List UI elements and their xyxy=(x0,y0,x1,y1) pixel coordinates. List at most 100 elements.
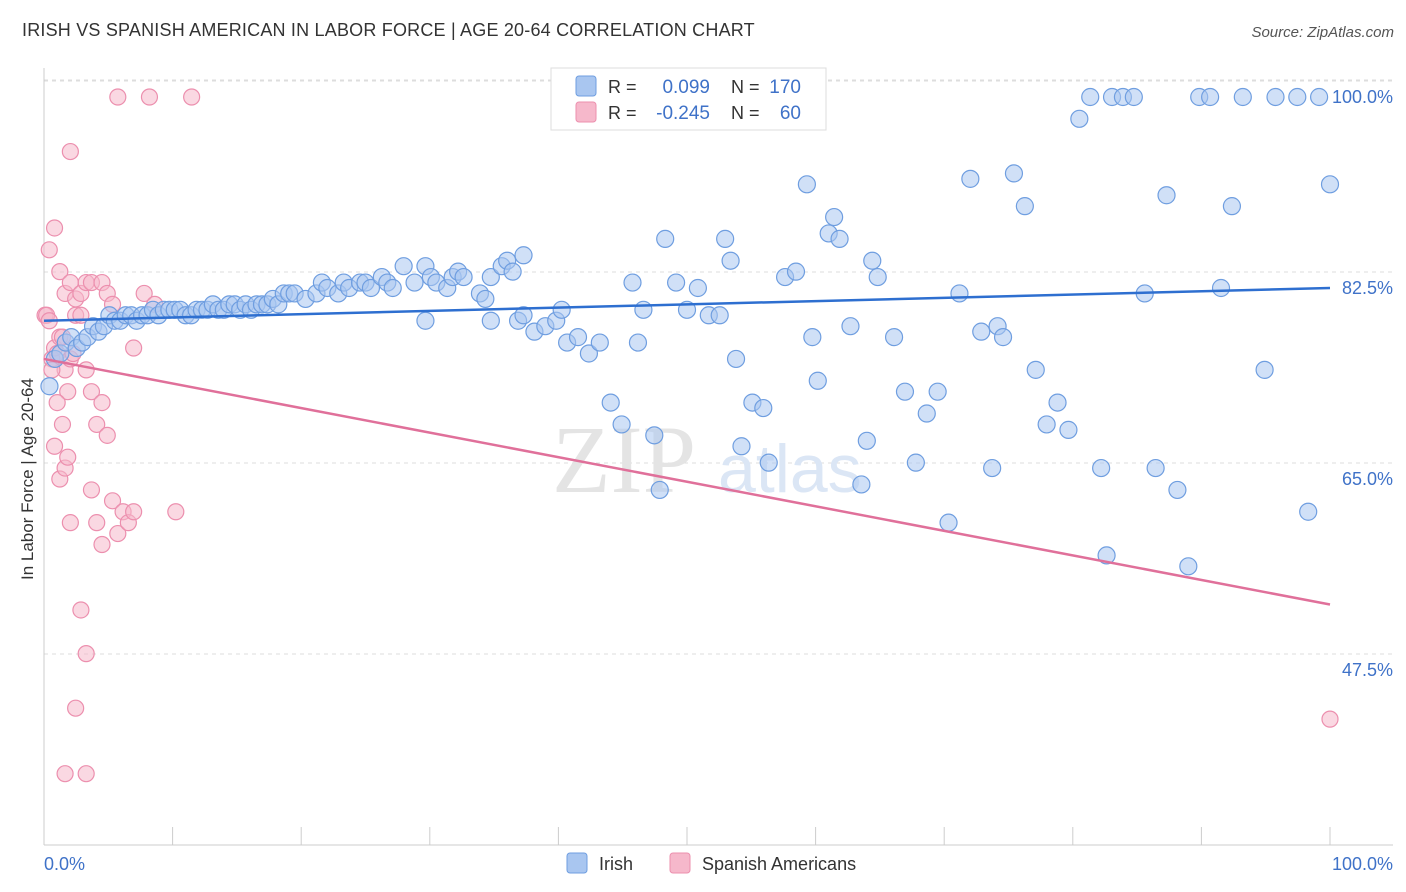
spanish-point xyxy=(93,535,111,554)
irish-point xyxy=(868,267,887,287)
irish-point xyxy=(1157,186,1176,205)
legend-n-value-spanish: 60 xyxy=(780,103,801,124)
spanish-point xyxy=(72,601,90,619)
irish-point xyxy=(1222,197,1242,216)
irish-point xyxy=(405,273,424,292)
irish-point xyxy=(623,273,642,292)
irish-point xyxy=(476,289,495,309)
spanish-point xyxy=(88,415,106,434)
spanish-point xyxy=(56,765,74,783)
trend-lines xyxy=(43,286,1331,606)
legend-n-value-irish: 170 xyxy=(769,77,801,98)
irish-point xyxy=(1092,458,1111,478)
irish-point xyxy=(1146,458,1165,478)
irish-point xyxy=(361,278,381,298)
irish-point xyxy=(481,267,500,287)
x-tick-label-left: 0.0% xyxy=(44,854,85,874)
irish-point xyxy=(650,480,669,500)
legend-swatch-spanish xyxy=(575,101,597,123)
irish-point xyxy=(1026,360,1045,379)
irish-point xyxy=(1081,87,1100,107)
irish-point xyxy=(503,262,522,281)
y-tick-label: 100.0% xyxy=(1332,87,1393,107)
spanish-point xyxy=(67,699,85,717)
irish-point xyxy=(552,300,571,319)
spanish-point xyxy=(61,514,79,532)
spanish-point xyxy=(98,426,116,444)
irish-point xyxy=(1288,87,1307,107)
irish-trend-line xyxy=(43,286,1331,322)
spanish-point xyxy=(40,241,58,259)
spanish-point xyxy=(59,383,77,401)
spanish-point xyxy=(77,361,95,379)
spanish-point xyxy=(59,448,77,466)
irish-point xyxy=(628,333,648,352)
irish-point xyxy=(1266,87,1285,107)
irish-point xyxy=(1004,164,1024,183)
irish-point xyxy=(656,229,675,248)
irish-point xyxy=(721,251,740,270)
irish-point xyxy=(634,300,653,319)
spanish-point xyxy=(61,142,79,161)
source-label: Source: ZipAtlas.com xyxy=(1251,24,1394,41)
irish-point xyxy=(917,404,936,423)
legend-box: R = 0.099 N = 170 R = -0.245 N = 60 xyxy=(550,67,827,131)
irish-point xyxy=(939,513,958,532)
spanish-point xyxy=(45,437,64,455)
spanish-point xyxy=(53,415,72,434)
irish-point xyxy=(961,169,980,188)
watermark: ZIP atlas xyxy=(552,406,862,513)
irish-point xyxy=(716,229,735,248)
irish-point xyxy=(726,349,746,369)
legend-frame xyxy=(550,67,827,131)
irish-point xyxy=(1233,87,1252,107)
irish-point xyxy=(40,377,59,396)
irish-point xyxy=(601,393,620,412)
irish-point xyxy=(514,306,533,325)
spanish-point xyxy=(51,263,69,281)
irish-point xyxy=(1048,393,1067,412)
irish-point xyxy=(830,229,849,248)
legend-swatch-irish xyxy=(575,75,597,97)
irish-point xyxy=(612,415,631,434)
y-tick-label: 47.5% xyxy=(1342,660,1393,680)
irish-point xyxy=(841,317,860,336)
y-tick-label: 82.5% xyxy=(1342,278,1393,298)
irish-point xyxy=(667,273,686,292)
irish-point xyxy=(852,475,871,494)
legend-r-value-irish: 0.099 xyxy=(662,77,710,98)
irish-point xyxy=(732,437,751,456)
spanish-point xyxy=(109,88,127,106)
irish-point xyxy=(1015,197,1034,216)
spanish-point xyxy=(82,383,101,401)
spanish-trend-line xyxy=(43,357,1331,606)
spanish-point xyxy=(93,394,111,412)
irish-point xyxy=(1070,109,1089,128)
irish-point xyxy=(645,426,664,445)
spanish-point xyxy=(77,645,95,663)
irish-point xyxy=(1299,502,1318,521)
irish-point xyxy=(1059,420,1078,439)
irish-point xyxy=(754,398,773,418)
spanish-point xyxy=(1321,710,1339,728)
spanish-point xyxy=(82,481,101,499)
irish-point xyxy=(786,262,806,281)
irish-point xyxy=(1097,546,1116,565)
irish-point xyxy=(950,284,969,303)
irish-point xyxy=(1211,278,1231,298)
irish-point xyxy=(906,453,925,472)
irish-point xyxy=(928,382,947,401)
irish-points xyxy=(40,87,1340,576)
irish-point xyxy=(983,458,1002,478)
bottom-legend-label-spanish: Spanish Americans xyxy=(702,854,856,874)
legend-n-label-spanish: N = xyxy=(731,103,760,123)
irish-point xyxy=(863,251,882,270)
x-tick-labels: 0.0% 100.0% xyxy=(44,854,1393,874)
bottom-legend-swatch-irish xyxy=(566,852,588,874)
irish-point xyxy=(857,431,876,450)
spanish-point xyxy=(109,524,127,543)
chart-title: IRISH VS SPANISH AMERICAN IN LABOR FORCE… xyxy=(22,20,755,40)
spanish-point xyxy=(48,394,66,412)
spanish-point xyxy=(125,339,143,357)
